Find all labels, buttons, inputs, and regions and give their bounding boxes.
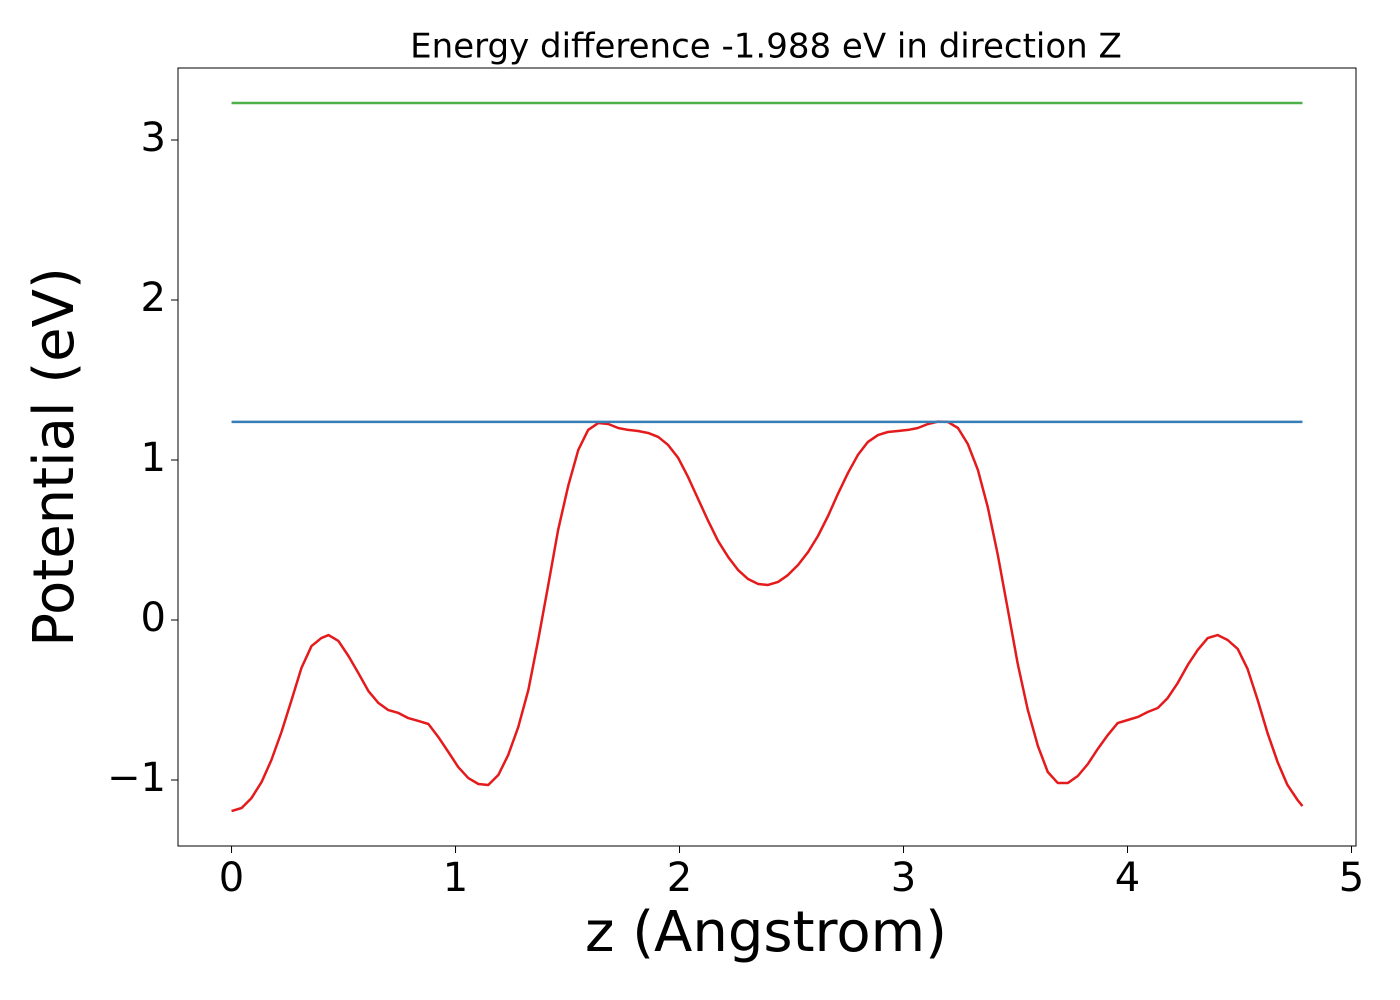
line-series (231, 420, 1304, 813)
x-axis-label: z (Angstrom) (585, 900, 947, 965)
x-tick-label: 3 (891, 855, 916, 901)
x-tick-label: 5 (1339, 855, 1364, 901)
plot-frame (177, 67, 1357, 847)
x-tick-label: 1 (443, 855, 468, 901)
y-tick-label: 0 (141, 595, 166, 641)
y-tick-label: 2 (141, 275, 166, 321)
y-tick-label: 1 (141, 435, 166, 481)
chart-title: Energy difference -1.988 eV in direction… (410, 27, 1122, 67)
y-tick-label: −1 (107, 755, 166, 801)
x-tick-label: 4 (1115, 855, 1140, 901)
y-axis-label: Potential (eV) (22, 267, 87, 647)
y-tick-label: 3 (141, 115, 166, 161)
x-tick-label: 2 (667, 855, 692, 901)
x-tick-label: 0 (219, 855, 244, 901)
